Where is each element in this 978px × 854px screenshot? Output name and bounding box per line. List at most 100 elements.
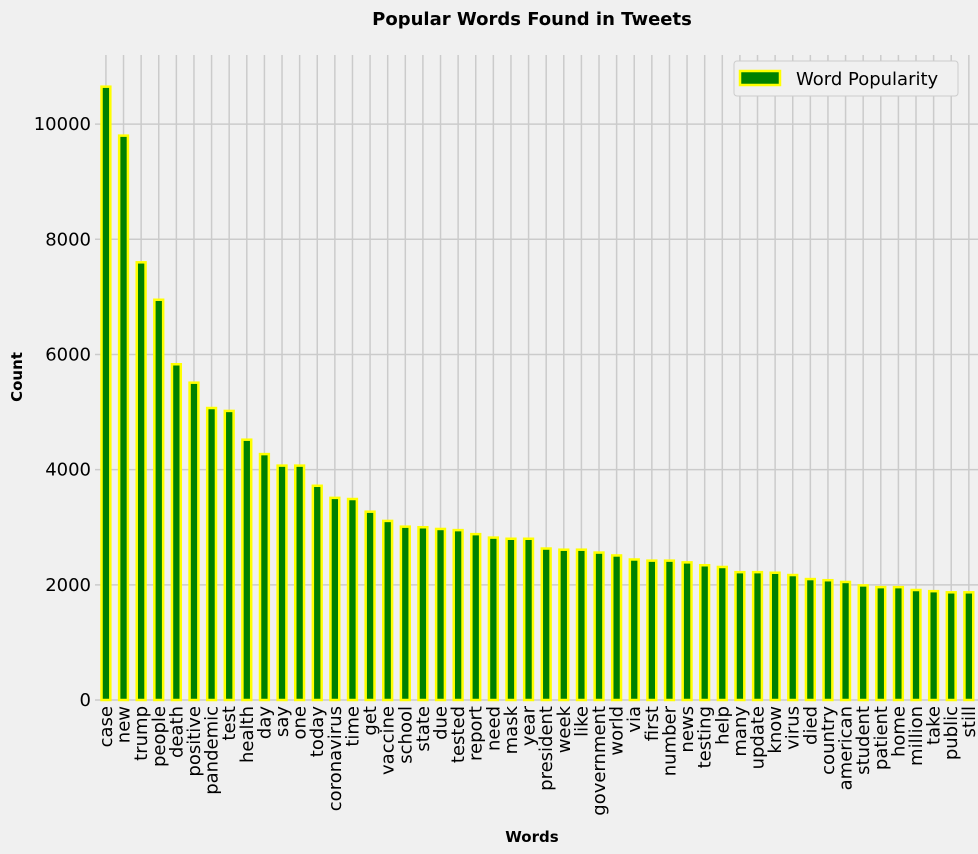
x-tick-label: people <box>149 706 170 767</box>
x-tick-label: country <box>818 706 839 775</box>
bar-news <box>681 561 693 702</box>
bar-still <box>963 591 975 702</box>
x-tick-label: new <box>114 706 135 743</box>
legend-swatch <box>738 69 782 87</box>
x-tick-label: take <box>924 706 945 745</box>
bar-say <box>276 464 288 702</box>
bar-week <box>558 548 570 702</box>
x-tick-label: trump <box>131 706 152 761</box>
bar-case <box>100 85 112 702</box>
x-tick-label: news <box>677 706 698 753</box>
x-tick-label: due <box>431 706 452 740</box>
x-tick-label: patient <box>871 706 892 770</box>
y-tick-label: 0 <box>80 690 91 711</box>
x-tick-label: vaccine <box>378 706 399 775</box>
x-tick-label: million <box>906 706 927 766</box>
bar-virus <box>787 573 799 702</box>
y-axis-label: Count <box>8 352 26 402</box>
x-tick-label: get <box>360 706 381 736</box>
y-tick-label: 2000 <box>45 575 91 596</box>
x-tick-label: student <box>853 706 874 775</box>
x-tick-label: week <box>554 705 575 753</box>
bar-year <box>522 537 535 702</box>
bar-american <box>839 580 852 702</box>
x-tick-label: one <box>290 706 311 740</box>
bars-group <box>100 85 975 702</box>
x-tick-label: update <box>748 706 769 769</box>
bar-today <box>311 484 323 702</box>
x-tick-label: report <box>466 706 487 761</box>
x-tick-label: pandemic <box>202 706 223 795</box>
x-tick-label: year <box>519 705 540 746</box>
bar-tested <box>452 528 464 702</box>
bar-time <box>346 497 359 702</box>
x-tick-label: state <box>413 706 434 752</box>
bar-many <box>734 570 746 702</box>
bar-new <box>117 134 130 702</box>
bar-like <box>575 548 588 702</box>
legend: Word Popularity <box>733 60 959 97</box>
x-tick-label: help <box>712 706 733 745</box>
x-tick-label: still <box>959 706 978 737</box>
bar-government <box>593 551 605 702</box>
x-tick-label: test <box>219 706 240 741</box>
bar-report <box>470 532 482 702</box>
x-tick-label: school <box>395 706 416 764</box>
x-tick-label: world <box>607 706 628 756</box>
x-axis-ticks: casenewtrumppeopledeathpositivepandemict… <box>96 705 978 815</box>
bar-due <box>434 527 447 702</box>
bar-day <box>258 452 271 702</box>
y-tick-label: 4000 <box>45 460 91 481</box>
x-tick-label: time <box>342 706 363 747</box>
x-tick-label: president <box>536 706 557 791</box>
bar-first <box>646 559 658 702</box>
x-tick-label: say <box>272 706 293 737</box>
x-tick-label: health <box>237 706 258 763</box>
x-tick-label: today <box>307 706 328 758</box>
bar-know <box>769 571 781 702</box>
bar-million <box>910 588 922 702</box>
bar-one <box>293 464 306 702</box>
bar-need <box>487 536 500 702</box>
bar-student <box>857 584 869 702</box>
x-tick-label: via <box>624 706 645 733</box>
bar-death <box>170 363 183 702</box>
x-tick-label: death <box>166 706 187 758</box>
y-axis-ticks: 0 2000 4000 6000 8000 10000 <box>34 114 91 711</box>
bar-pandemic <box>205 406 218 702</box>
x-tick-label: government <box>589 706 610 816</box>
x-tick-label: died <box>800 706 821 745</box>
x-tick-label: positive <box>184 706 205 777</box>
x-tick-label: public <box>941 706 962 760</box>
bar-vaccine <box>382 519 394 702</box>
bar-president <box>540 547 552 702</box>
bar-positive <box>188 381 200 702</box>
y-tick-label: 8000 <box>45 229 91 250</box>
bar-public <box>945 591 957 702</box>
bar-state <box>417 525 429 702</box>
bar-died <box>804 577 816 702</box>
bar-trump <box>135 261 147 702</box>
x-tick-label: home <box>888 706 909 757</box>
x-tick-label: case <box>96 706 117 747</box>
x-tick-label: many <box>730 706 751 757</box>
bar-update <box>751 570 764 702</box>
bar-people <box>153 298 165 702</box>
bar-world <box>610 554 623 702</box>
x-tick-label: mask <box>501 705 522 754</box>
bar-coronavirus <box>329 496 341 702</box>
bar-home <box>892 585 905 702</box>
x-tick-label: first <box>642 706 663 741</box>
bar-health <box>241 438 253 702</box>
y-tick-label: 6000 <box>45 344 91 365</box>
bar-country <box>822 578 834 702</box>
bar-number <box>663 559 676 702</box>
x-tick-label: testing <box>695 706 716 768</box>
bar-mask <box>505 537 517 702</box>
bar-get <box>364 510 376 702</box>
bar-test <box>223 409 235 702</box>
x-tick-label: coronavirus <box>325 706 346 811</box>
x-tick-label: day <box>254 706 275 739</box>
x-tick-label: need <box>483 706 504 751</box>
